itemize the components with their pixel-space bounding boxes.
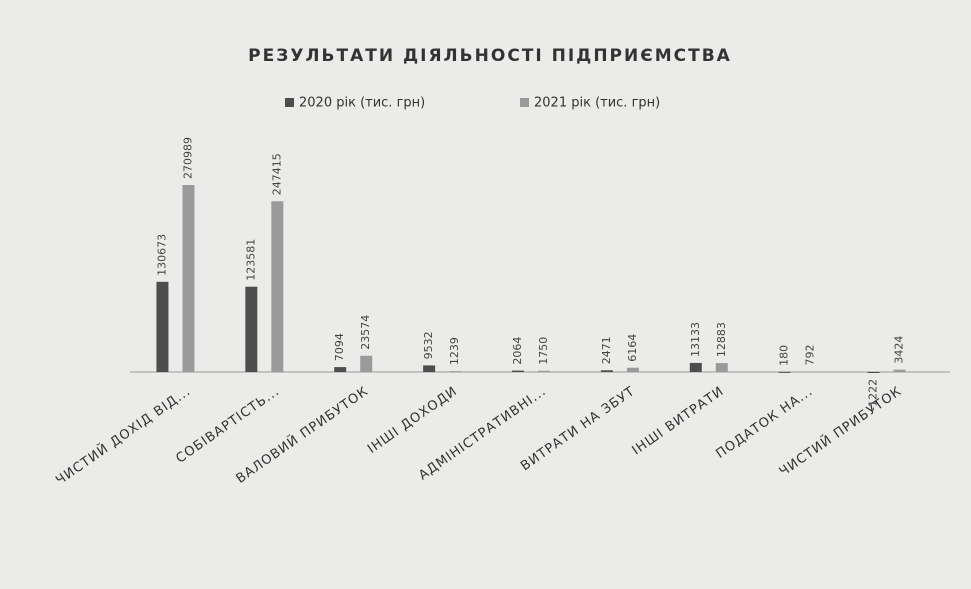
data-label: 23574 [359,315,372,350]
data-label: 13133 [689,322,702,357]
data-label: 123581 [244,239,257,281]
bar [600,370,613,372]
data-label: 3424 [893,336,906,364]
data-label: 130673 [155,234,168,276]
bar [182,185,195,372]
legend-label: 2021 рік (тис. грн) [534,96,660,111]
legend-swatch [520,98,529,107]
data-label: 7094 [333,333,346,361]
bar [778,371,791,373]
bar [271,201,284,372]
data-label: 1239 [448,337,461,365]
data-label: 12883 [715,322,728,357]
data-label: 6164 [626,334,639,362]
bar [715,363,728,372]
bar [893,369,906,372]
bar [449,371,462,373]
bar [245,286,258,372]
bar [689,362,702,372]
data-label: 792 [804,344,817,365]
data-label: 180 [778,345,791,366]
data-label: 247415 [270,153,283,195]
bar [360,355,373,372]
bar [423,365,436,372]
bar [512,370,524,372]
bar [626,367,639,372]
bar [867,372,880,373]
bar [538,370,550,372]
bar [334,367,347,372]
data-label: -1222 [867,379,880,411]
legend-swatch [285,98,294,107]
chart-title: РЕЗУЛЬТАТИ ДІЯЛЬНОСТІ ПІДПРИЄМСТВА [248,46,732,66]
data-label: 2471 [600,336,613,364]
bar [804,371,817,373]
data-label: 9532 [422,331,435,359]
data-label: 2064 [511,337,524,365]
data-label: 270989 [181,137,194,179]
legend-label: 2020 рік (тис. грн) [299,96,425,111]
data-label: 1750 [537,337,550,365]
bar [156,281,169,372]
